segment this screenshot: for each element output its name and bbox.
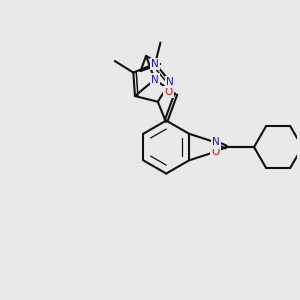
Text: O: O [165,87,173,97]
Text: N: N [167,77,174,87]
Text: N: N [151,74,159,85]
Text: N: N [151,59,159,69]
Text: O: O [212,147,220,157]
Text: N: N [212,137,220,147]
